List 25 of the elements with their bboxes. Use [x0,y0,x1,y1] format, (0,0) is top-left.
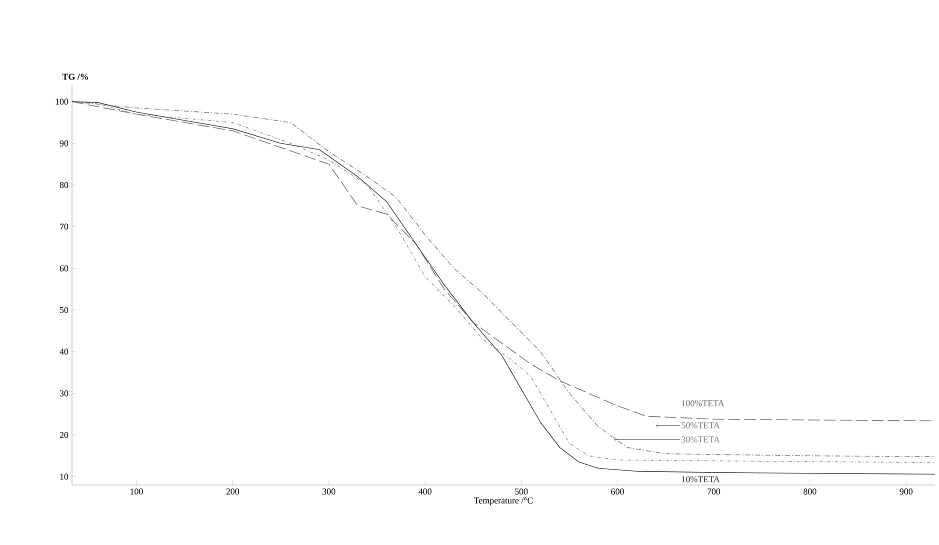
y-tick-label: 60 [60,265,68,272]
y-tick-label: 10 [60,474,68,480]
y-tick-label: 70 [60,224,68,230]
x-tick-label: 900 [900,488,913,495]
x-tick-label: 300 [322,488,336,495]
y-tick-label: 90 [60,140,68,146]
series-label: 10%TETA [682,476,720,482]
y-tick-label: 50 [60,306,68,314]
x-tick-label: 600 [611,488,624,495]
text: 30%TETA [682,436,720,443]
y-axis-title: TG /% [62,74,88,80]
text: 50%TETA [682,422,720,428]
y-tick-label: 20 [60,432,68,438]
x-tick-label: 700 [708,488,720,495]
x-tick-label: 400 [418,488,432,495]
y-tick-label: 40 [60,348,68,355]
y-tick-label: 80 [60,182,68,188]
x-tick-label: 200 [226,488,240,495]
x-tick-label: 100 [130,488,143,495]
series-label: 100%TETA [682,400,724,406]
x-tick-label: 500 [515,488,528,495]
y-tick-label: 100 [56,98,68,105]
y-tick-label: 30 [60,390,68,396]
x-axis-title: Temperature /°C [474,497,533,506]
x-tick-label: 800 [804,488,816,495]
